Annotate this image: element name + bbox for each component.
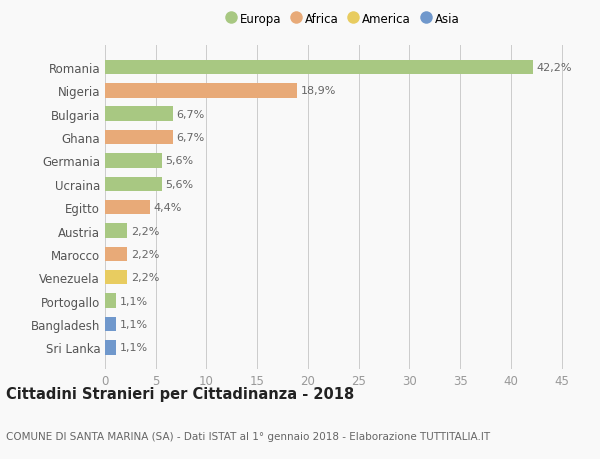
Text: 4,4%: 4,4% (153, 203, 182, 213)
Legend: Europa, Africa, America, Asia: Europa, Africa, America, Asia (228, 13, 459, 26)
Bar (105, 340, 116, 355)
Bar (105, 61, 533, 75)
Bar (105, 154, 162, 168)
Text: 2,2%: 2,2% (131, 226, 159, 236)
Bar (105, 317, 116, 331)
Text: 6,7%: 6,7% (176, 133, 205, 143)
Bar (105, 201, 149, 215)
Bar (105, 177, 162, 191)
Text: 5,6%: 5,6% (166, 179, 194, 190)
Text: 18,9%: 18,9% (301, 86, 336, 96)
Bar (105, 107, 173, 122)
Bar (105, 130, 173, 145)
Bar (105, 247, 127, 262)
Text: 1,1%: 1,1% (120, 319, 148, 329)
Bar (105, 294, 116, 308)
Bar (105, 270, 127, 285)
Text: 6,7%: 6,7% (176, 109, 205, 119)
Text: COMUNE DI SANTA MARINA (SA) - Dati ISTAT al 1° gennaio 2018 - Elaborazione TUTTI: COMUNE DI SANTA MARINA (SA) - Dati ISTAT… (6, 431, 490, 441)
Bar (105, 224, 127, 238)
Text: 1,1%: 1,1% (120, 296, 148, 306)
Text: Cittadini Stranieri per Cittadinanza - 2018: Cittadini Stranieri per Cittadinanza - 2… (6, 386, 354, 402)
Bar (105, 84, 297, 98)
Text: 42,2%: 42,2% (537, 63, 572, 73)
Text: 2,2%: 2,2% (131, 249, 159, 259)
Text: 5,6%: 5,6% (166, 156, 194, 166)
Text: 1,1%: 1,1% (120, 342, 148, 353)
Text: 2,2%: 2,2% (131, 273, 159, 283)
